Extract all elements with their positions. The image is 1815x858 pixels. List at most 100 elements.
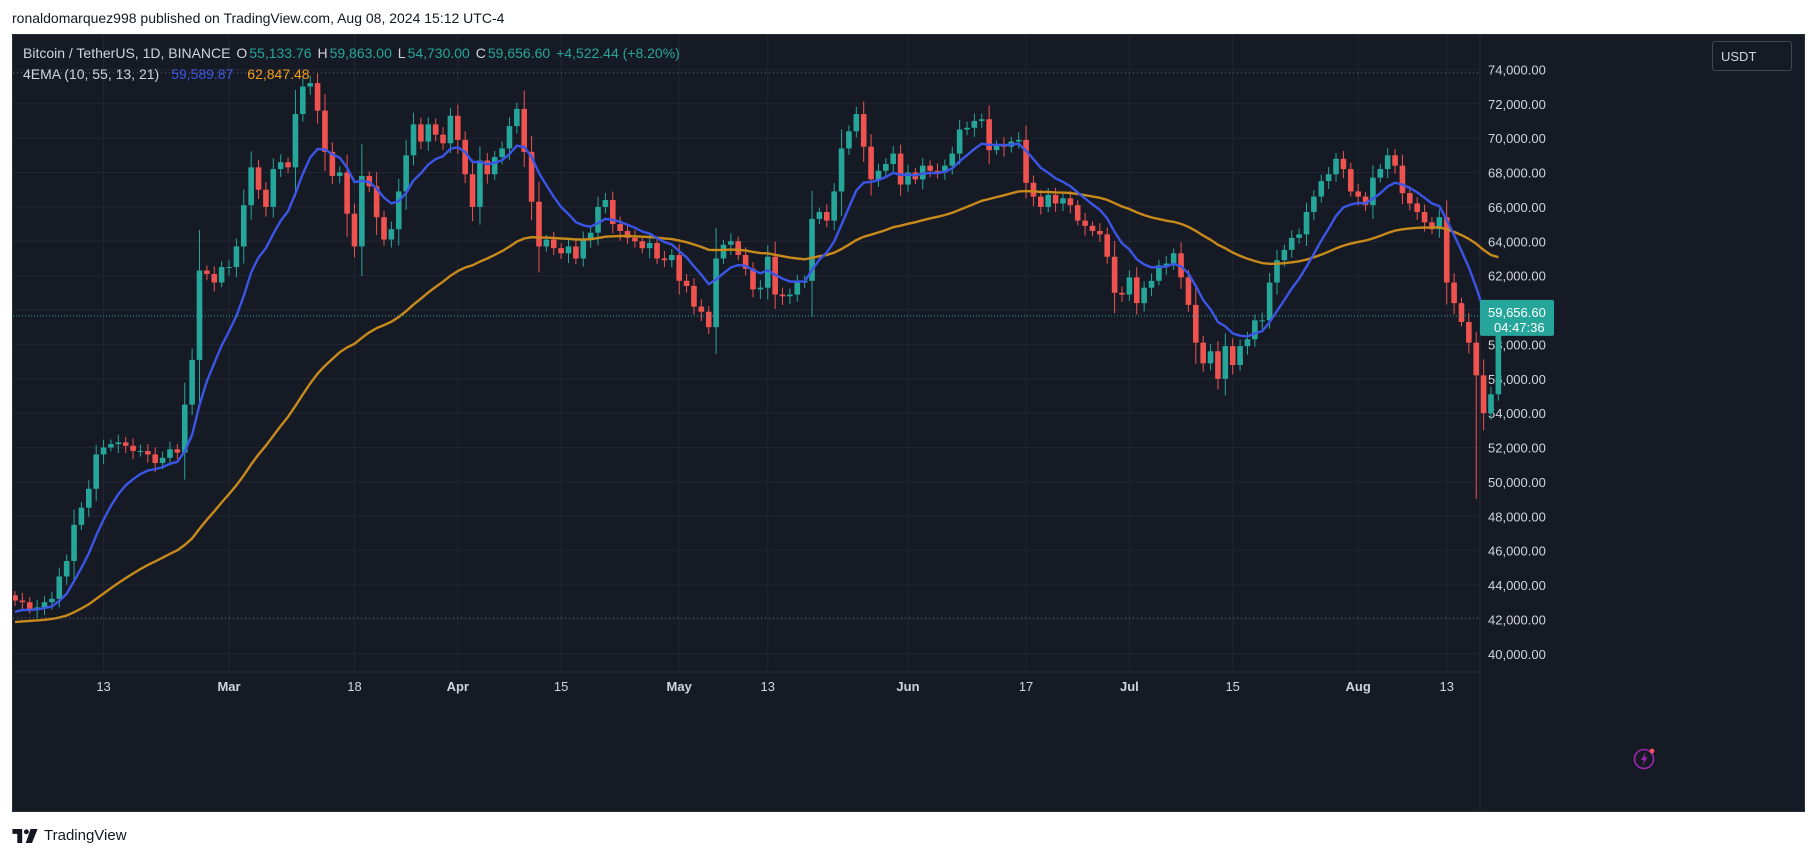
candle-body [491,157,498,175]
candle-body [100,447,107,455]
candle-body [1133,277,1140,304]
candle-body [528,151,535,202]
candle-body [860,114,867,147]
candle-body [432,124,439,135]
price-badge-value: 59,656.60 [1488,305,1546,320]
candle-body [632,237,638,242]
candle-body [831,191,837,221]
y-tick-label: 46,000.00 [1488,544,1546,559]
candle-body [425,124,432,142]
y-tick-label: 52,000.00 [1488,441,1546,456]
candle-body [167,449,173,458]
currency-button[interactable]: USDT [1712,41,1792,71]
candle-body [359,175,365,247]
candle-body [853,114,860,132]
candle-body [1045,194,1051,207]
candle-body [934,170,941,173]
candle-body [550,239,557,249]
indicator-legend[interactable]: 4EMA (10, 55, 13, 21) 59,589.87 62,847.4… [23,66,312,82]
candle-body [1089,225,1096,231]
candle-body [1407,193,1413,204]
candle-body [277,162,284,170]
candle-body [1355,191,1361,197]
candle-body [204,270,210,274]
candle-body [1443,217,1450,283]
y-tick-label: 54,000.00 [1488,406,1546,421]
candle-body [573,246,579,259]
low-label: L [397,45,406,61]
candle-body [1399,165,1406,194]
candle-body [1377,169,1384,178]
candle-body [484,160,491,175]
candle-body [1141,287,1147,304]
candle-body [329,151,336,176]
candle-body [373,186,380,218]
candle-body [809,218,815,281]
candle-body [248,167,254,206]
candle-body [1185,277,1192,305]
candle-body [514,108,520,127]
footer-brand: TradingView [44,827,127,844]
candle-body [455,115,461,140]
candle-body [1200,342,1206,364]
candle-body [1311,196,1317,213]
candle-body [875,170,882,180]
candle-body [270,169,277,207]
candle-body [41,602,48,608]
candle-body [1252,320,1258,340]
candle-body [477,160,483,207]
candle-body [1104,234,1111,257]
x-tick-label: 15 [1225,679,1239,694]
x-tick-label: 13 [761,679,775,694]
candle-body [1480,375,1487,414]
price-chart[interactable]: 40,000.00 42,000.00 44,000.00 46,000.00 48,0… [13,35,1804,811]
x-tick-label: Jun [896,679,919,694]
candle-body [720,244,727,259]
candle-body [145,450,151,455]
low-value: 54,730.00 [407,45,470,61]
y-tick-label: 62,000.00 [1488,269,1546,284]
candle-body [964,127,970,130]
candle-body [676,255,682,281]
candle-body [1274,260,1280,283]
candle-body [506,126,513,149]
candle-body [115,442,122,445]
candle-body [890,153,897,164]
candle-body [846,131,852,149]
x-tick-label: May [667,679,693,694]
price-badge-countdown: 04:47:36 [1494,320,1545,335]
candle-body [1030,182,1037,197]
candle-body [794,282,801,295]
x-tick-label: Aug [1346,679,1371,694]
candle-body [1237,346,1243,366]
ema-fast-line [14,142,1499,613]
candle-body [956,129,963,154]
candle-body [986,119,992,151]
chart-panel[interactable]: 40,000.00 42,000.00 44,000.00 46,000.00 48,0… [12,34,1805,812]
candle-body [49,598,55,603]
close-label: C [475,45,486,61]
candle-body [735,241,742,256]
candle-body [536,201,542,247]
candle-body [78,507,85,525]
candle-body [1318,181,1325,197]
symbol-title[interactable]: Bitcoin / TetherUS, 1D, BINANCE [23,45,231,61]
candle-body [322,110,328,152]
candle-body [499,148,505,158]
candle-body [174,449,181,453]
candle-body [1421,212,1428,223]
candle-body [543,239,550,247]
candle-body [971,120,978,128]
candle-body [395,191,402,230]
candle-body [949,153,956,166]
candle-body [978,119,985,121]
candle-body [1156,265,1162,281]
lightning-icon[interactable] [1633,746,1657,770]
candle-body [580,239,587,259]
ema-slow-line [14,189,1499,624]
x-tick-label: 13 [1439,679,1453,694]
x-tick-label: Mar [217,679,240,694]
candle-body [691,285,697,307]
candle-body [1303,212,1310,235]
candle-body [1148,280,1155,288]
